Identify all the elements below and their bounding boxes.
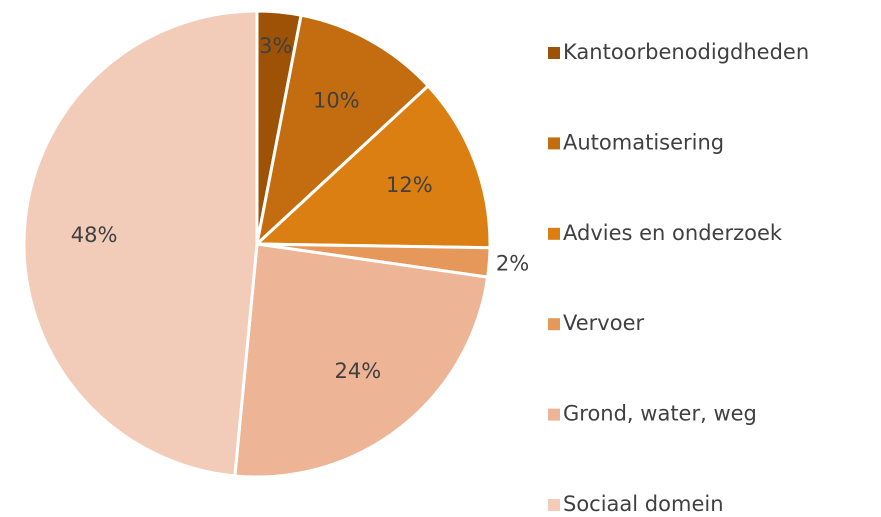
legend-swatch — [548, 318, 560, 331]
legend-swatch — [548, 499, 560, 511]
legend-label: Vervoer — [563, 311, 644, 335]
data-label: 12% — [386, 173, 433, 197]
legend-label: Kantoorbenodigdheden — [563, 40, 809, 64]
pie-slice — [253, 83, 492, 250]
legend-label: Automatisering — [563, 130, 724, 154]
legend-label: Advies en onderzoek — [563, 221, 783, 245]
legend-swatch — [548, 227, 560, 240]
legend-swatch — [548, 408, 560, 421]
data-label: 48% — [71, 223, 118, 247]
data-label: 3% — [259, 34, 292, 58]
pie-slice — [233, 242, 490, 479]
data-label: 24% — [334, 359, 381, 383]
pie-slice — [254, 13, 431, 249]
legend-swatch — [548, 137, 560, 150]
legend-swatch — [548, 47, 560, 59]
pie-slice — [22, 9, 259, 478]
legend-label: Grond, water, weg — [563, 402, 757, 426]
data-label: 2% — [496, 251, 529, 275]
data-label: 10% — [313, 88, 360, 112]
legend-label: Sociaal domein — [563, 492, 724, 516]
